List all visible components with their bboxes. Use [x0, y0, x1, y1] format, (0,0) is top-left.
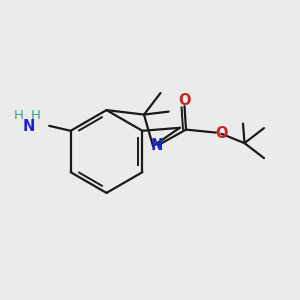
Text: O: O — [178, 93, 191, 108]
Text: N: N — [23, 119, 35, 134]
Text: N: N — [150, 138, 163, 153]
Text: H: H — [14, 109, 24, 122]
Text: H: H — [30, 109, 40, 122]
Text: O: O — [215, 126, 227, 141]
